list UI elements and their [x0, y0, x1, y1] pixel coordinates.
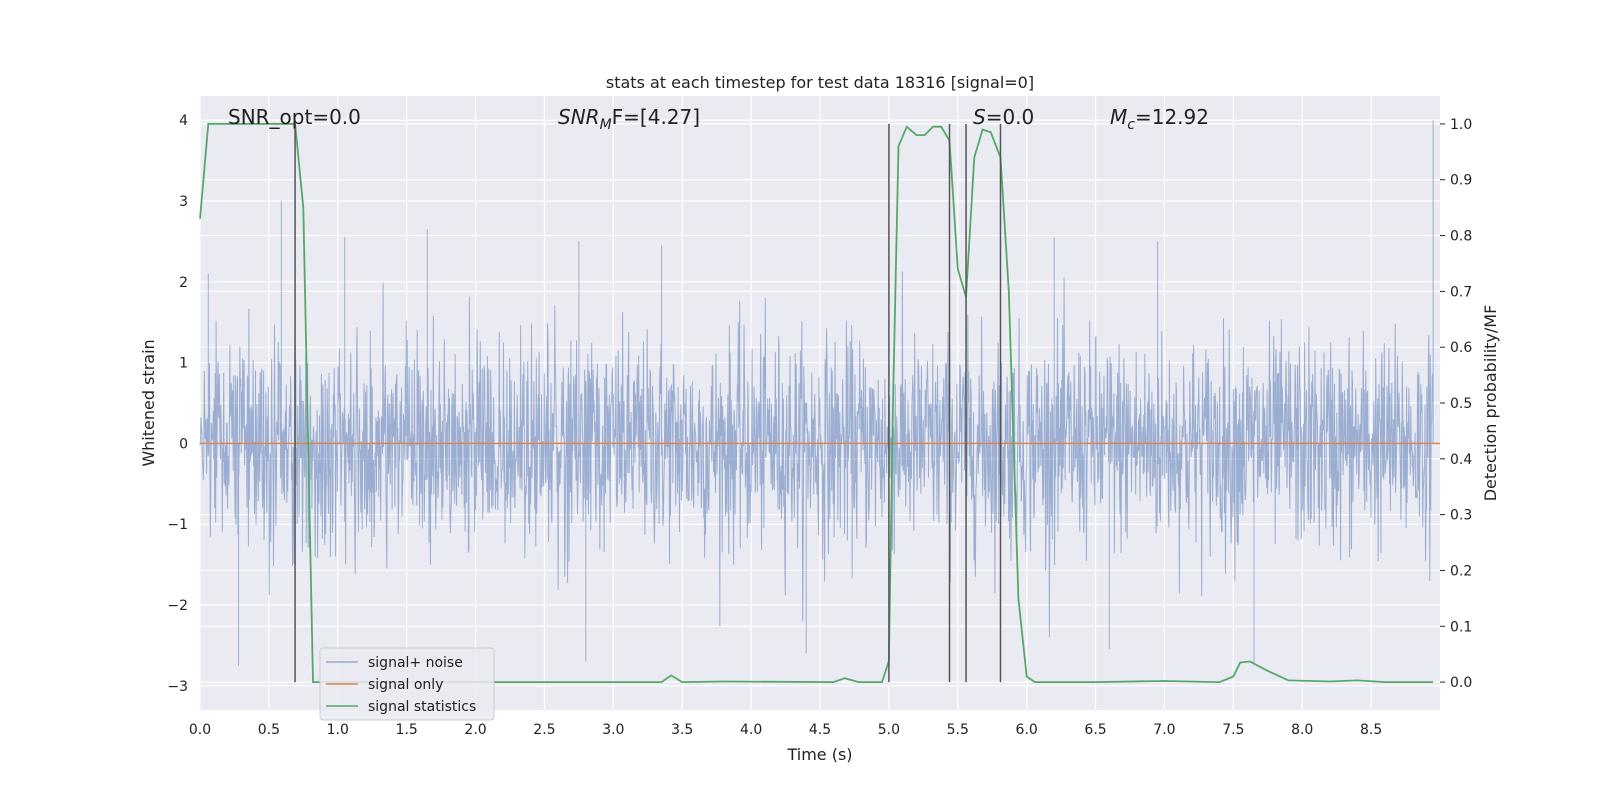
x-tick-label: 2.0 [464, 722, 486, 738]
legend-label-signal-only: signal only [368, 677, 443, 693]
y-left-tick-label: 1 [179, 356, 188, 372]
y-right-tick-label: 0.6 [1450, 340, 1472, 356]
y-left-tick-label: 2 [179, 275, 188, 291]
annotation-snr-mf: SNRMF=[4.27] [558, 105, 700, 133]
y-left-tick-label: −2 [167, 598, 188, 614]
y-right-tick-label: 0.3 [1450, 508, 1472, 524]
y-left-tick-label: −1 [167, 517, 188, 533]
x-tick-label: 5.5 [947, 722, 969, 738]
y-right-tick-label: 0.9 [1450, 173, 1472, 189]
y-right-tick-label: 0.0 [1450, 675, 1472, 691]
annotation-s-value: S=0.0 [973, 105, 1034, 129]
chart-title: stats at each timestep for test data 183… [606, 73, 1034, 92]
legend-label-signal-statistics: signal statistics [368, 699, 476, 715]
x-tick-label: 6.0 [1016, 722, 1038, 738]
y-right-tick-label: 0.4 [1450, 452, 1472, 468]
y-left-tick-label: −3 [167, 679, 188, 695]
y-right-tick-label: 1.0 [1450, 117, 1472, 133]
annotation-chirp-mass: Mc=12.92 [1110, 105, 1209, 133]
y-left-tick-label: 3 [179, 194, 188, 210]
x-tick-label: 1.0 [327, 722, 349, 738]
x-tick-label: 1.5 [396, 722, 418, 738]
annotation-snr-opt: SNR_opt=0.0 [228, 105, 361, 129]
x-tick-label: 0.0 [189, 722, 211, 738]
x-tick-label: 7.5 [1222, 722, 1244, 738]
y-right-tick-label: 0.7 [1450, 284, 1472, 300]
vertical-markers [294, 123, 1002, 683]
x-tick-label: 4.5 [809, 722, 831, 738]
y-axis-label-left: Whitened strain [139, 339, 158, 466]
y-right-tick-label: 0.2 [1450, 563, 1472, 579]
x-tick-label: 5.0 [878, 722, 900, 738]
tick-labels: 0.0 0.5 1.0 1.5 2.0 2.5 3.0 3.5 4.0 4.5 5.0 5.5 6.0 6… [167, 113, 1472, 738]
x-tick-label: 7.0 [1153, 722, 1175, 738]
x-tick-label: 2.5 [533, 722, 555, 738]
x-tick-label: 3.5 [671, 722, 693, 738]
x-axis-label: Time (s) [786, 745, 852, 764]
y-right-tick-label: 0.1 [1450, 619, 1472, 635]
series-signal-noise-line [199, 120, 1434, 666]
x-tick-label: 4.0 [740, 722, 762, 738]
y-axis-label-right: Detection probability/MF [1481, 305, 1500, 502]
y-right-tick-label: 0.8 [1450, 229, 1472, 245]
legend: signal+ noise signal only signal statist… [319, 647, 495, 721]
legend-box [319, 647, 495, 721]
x-tick-label: 6.5 [1084, 722, 1106, 738]
x-tick-label: 8.0 [1291, 722, 1313, 738]
legend-label-signal-noise: signal+ noise [368, 655, 463, 671]
x-tick-label: 8.5 [1360, 722, 1382, 738]
y-right-tick-label: 0.5 [1450, 396, 1472, 412]
x-tick-label: 3.0 [602, 722, 624, 738]
x-tick-label: 0.5 [258, 722, 280, 738]
y-left-tick-label: 4 [179, 113, 188, 129]
y-left-tick-label: 0 [179, 436, 188, 452]
